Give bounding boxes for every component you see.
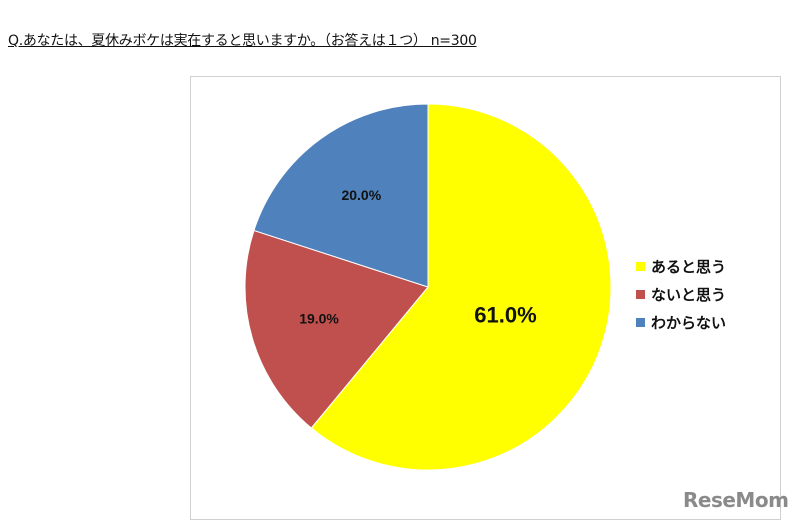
legend-swatch-2 [636, 290, 645, 299]
pie-slice-2 [244, 229, 429, 429]
legend-swatch-1 [636, 262, 645, 271]
data-label-3: 20.0% [341, 187, 381, 203]
resemom-logo: ReseMom [683, 488, 789, 512]
legend-label-3: わからない [651, 314, 726, 332]
chart-area [190, 76, 781, 520]
pie-slice-3 [253, 103, 429, 288]
legend-swatch-3 [636, 318, 645, 327]
pie-slice-1 [310, 103, 612, 471]
data-label-2: 19.0% [299, 311, 339, 327]
data-label-1: 61.0% [474, 303, 536, 328]
chart-title: Q.あなたは、夏休みボケは実在すると思いますか。（お答えは１つ） n=300 [8, 33, 477, 49]
legend-label-2: ないと思う [651, 286, 726, 304]
legend-label-1: あると思う [651, 258, 726, 276]
